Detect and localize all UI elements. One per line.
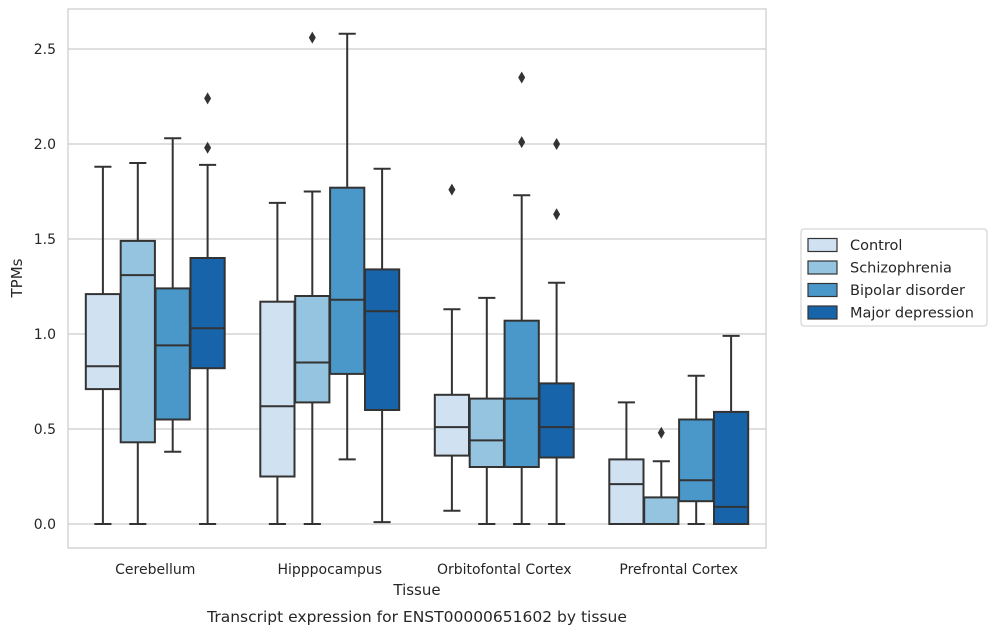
box-body [468,397,505,469]
box-bipolar-disorder [503,71,540,525]
y-tick-label: 0.5 [34,422,56,438]
box-control [84,165,122,525]
outlier-point [204,141,212,154]
box-body [259,300,296,478]
legend-label: Control [850,238,902,254]
box-body [154,287,191,421]
outlier-point [518,136,526,149]
plot-frame [67,8,767,549]
box-major-depression [538,138,575,525]
legend-swatch [807,282,838,298]
legend-label: Bipolar disorder [850,283,965,299]
legend-frame [800,228,988,327]
x-tick-label: Hipppocampus [277,562,382,578]
chart-caption: Transcript expression for ENST0000065160… [206,608,627,626]
box-body [119,239,156,444]
box-schizophrenia [468,296,505,525]
legend-swatch [807,260,838,275]
x-tick-label: Prefrontal Cortex [619,562,738,578]
box-major-depression [363,167,401,524]
outlier-point [448,183,456,196]
box-schizophrenia [119,162,156,525]
box-body [712,410,750,525]
box-body [503,319,540,469]
legend: Control Schizophrenia Bipolar disorder Majo… [800,228,988,327]
y-axis-label: TPMs [8,258,26,298]
box-body [643,496,680,525]
y-tick-label: 1.0 [34,327,56,343]
box-control [433,183,471,512]
y-tick-label: 1.5 [34,232,56,248]
x-tick-label: Orbitofontal Cortex [437,562,572,578]
outlier-point [553,208,561,221]
outlier-point [657,426,665,439]
box-body [329,186,366,375]
outlier-point [553,138,561,150]
box-body [538,382,575,459]
box-bipolar-disorder [154,137,191,453]
legend-label: Schizophrenia [850,261,952,277]
outlier-point [308,31,316,44]
box-bipolar-disorder [678,374,715,525]
x-tick-labels: Cerebellum Hipppocampus Orbitofontal Corte… [115,562,738,578]
box-body [608,458,645,525]
box-body [678,418,715,503]
box-major-depression [189,92,226,525]
y-tick-labels: 0.0 0.5 1.0 1.5 2.0 2.5 [34,42,56,533]
x-tick-label: Cerebellum [115,562,195,578]
outlier-point [518,71,526,84]
y-tick-label: 2.5 [34,42,56,58]
boxes [84,31,750,525]
box-schizophrenia [643,426,680,525]
legend-swatch [807,237,838,253]
y-tick-label: 0.0 [34,517,56,533]
x-axis-label: Tissue [392,581,440,599]
box-bipolar-disorder [329,32,366,461]
box-control [608,401,645,525]
outlier-point [204,92,212,105]
box-control [259,201,296,525]
legend-swatch [807,305,838,320]
box-schizophrenia [294,31,331,525]
box-major-depression [712,334,750,525]
y-tick-label: 2.0 [34,137,56,153]
box-body [294,295,331,404]
box-body [84,293,122,391]
box-body [433,393,471,457]
box-body [363,268,401,411]
legend-label: Major depression [850,306,974,322]
box-body [189,257,226,370]
